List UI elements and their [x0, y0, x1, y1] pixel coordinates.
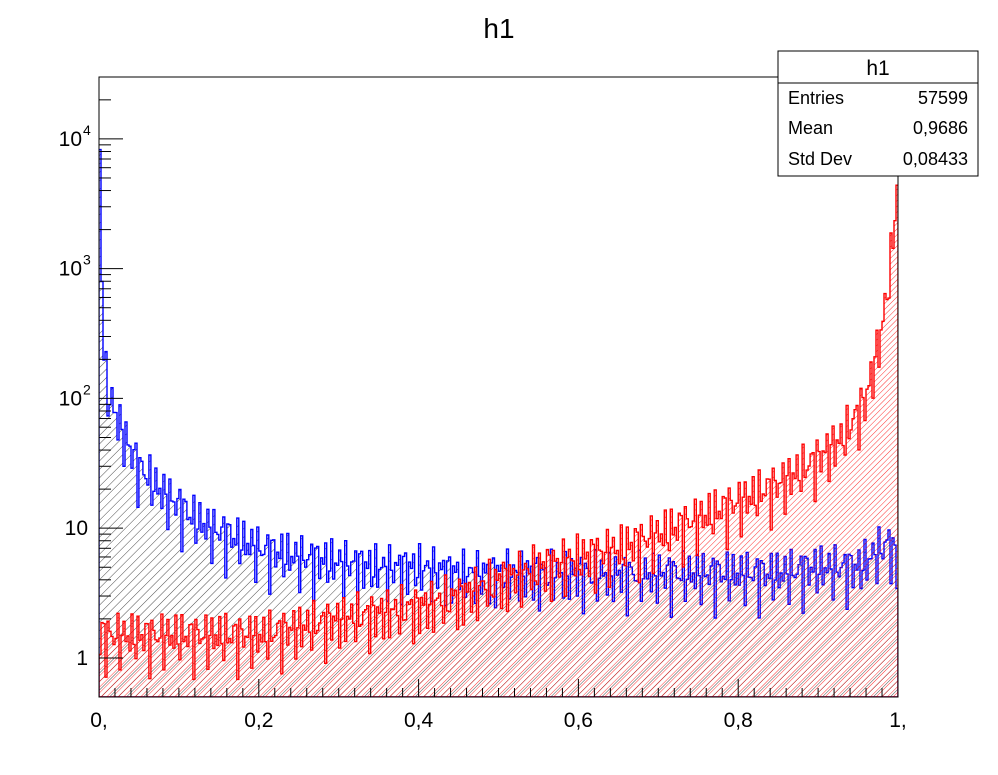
- stats-entries-value: 57599: [918, 88, 968, 108]
- stats-mean-label: Mean: [788, 118, 833, 138]
- stats-box-frame: [777, 50, 979, 177]
- series-1-line: [99, 184, 898, 697]
- y-tick-label-0: 1: [76, 647, 88, 670]
- y-tick-exponent-3: 3: [83, 252, 91, 268]
- plot-area: [99, 148, 898, 697]
- y-tick-exponent-4: 4: [83, 122, 91, 138]
- x-tick-label-0: 0,: [90, 709, 108, 732]
- y-tick-label-1: 10: [65, 517, 88, 540]
- stats-box: h1 Entries 57599 Mean 0,9686 Std Dev 0,0…: [777, 50, 979, 177]
- stats-stddev-label: Std Dev: [788, 149, 852, 169]
- stats-stddev-value: 0,08433: [903, 149, 968, 169]
- y-tick-exponent-2: 2: [83, 381, 91, 397]
- y-tick-label-2: 10: [59, 387, 82, 410]
- x-tick-label-1: 0,2: [244, 709, 273, 732]
- y-tick-label-4: 10: [59, 128, 82, 151]
- x-tick-label-4: 0,8: [724, 709, 753, 732]
- x-tick-label-5: 1,: [889, 709, 907, 732]
- chart-title: h1: [483, 13, 514, 44]
- x-tick-label-2: 0,4: [404, 709, 434, 732]
- stats-mean-value: 0,9686: [913, 118, 968, 138]
- series-1-fill: [99, 185, 898, 697]
- x-tick-label-3: 0,6: [564, 709, 593, 732]
- x-axis: 0, 0,2 0,4 0,6 0,8 1,: [90, 679, 907, 732]
- stats-entries-label: Entries: [788, 88, 844, 108]
- y-tick-label-3: 10: [59, 258, 82, 281]
- stats-box-title: h1: [866, 57, 889, 80]
